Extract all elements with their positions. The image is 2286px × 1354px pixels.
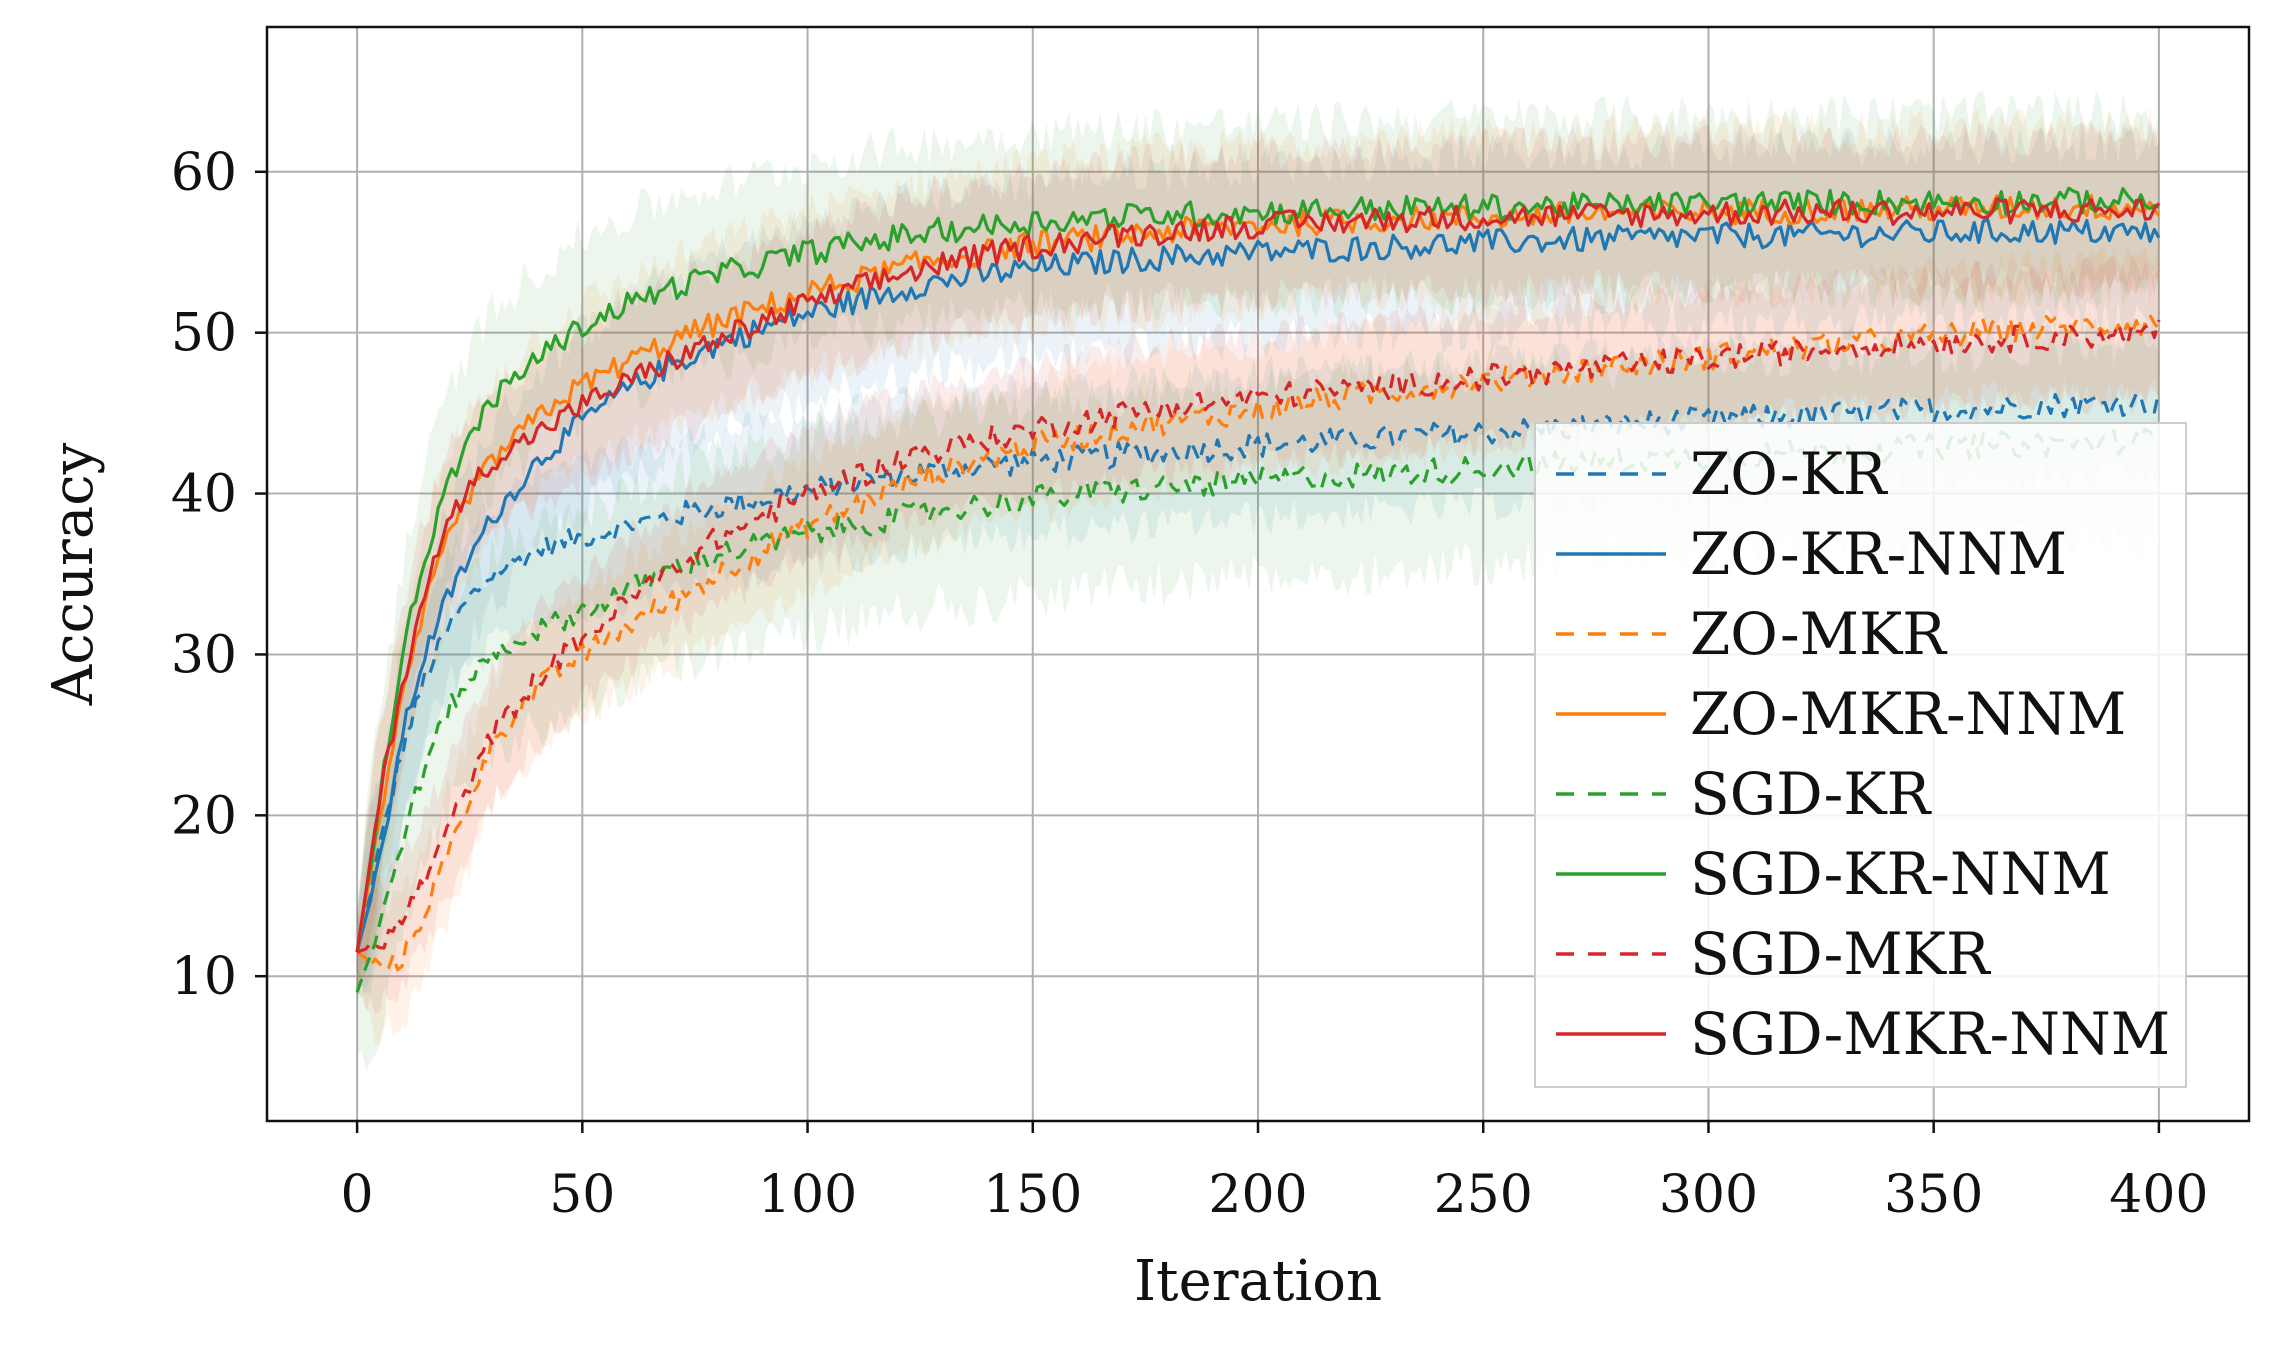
y-tick-label: 10 <box>171 947 237 1007</box>
legend-label-zo-kr-nnm: ZO-KR-NNM <box>1690 520 2067 588</box>
series-line-zo-kr-nnm <box>355 218 2161 953</box>
legend-label-sgd-mkr-nnm: SGD-MKR-NNM <box>1690 1000 2170 1068</box>
series-line-sgd-kr-nnm <box>355 186 2160 953</box>
x-tick-label: 350 <box>1884 1165 1983 1225</box>
y-axis-ticks: 10 20 30 40 50 60 <box>171 143 267 1007</box>
band-sgd-mkr <box>357 253 2159 1015</box>
x-tick-label: 400 <box>2109 1165 2208 1225</box>
x-axis-label: Iteration <box>1134 1249 1382 1314</box>
x-tick-label: 250 <box>1434 1165 1533 1225</box>
series-line-zo-kr <box>355 390 2161 953</box>
band-zo-mkr-nnm <box>357 108 2159 992</box>
x-axis-ticks: 0 50 100 150 200 250 300 350 400 <box>341 1121 2209 1225</box>
band-sgd-mkr-nnm <box>357 121 2159 993</box>
y-tick-label: 60 <box>171 143 237 203</box>
legend-label-zo-mkr-nnm: ZO-MKR-NNM <box>1690 680 2126 748</box>
legend-label-zo-kr: ZO-KR <box>1690 440 1889 508</box>
legend: ZO-KR ZO-KR-NNM ZO-MKR ZO-MKR-NNM SGD-KR SGD-… <box>1534 422 2187 1088</box>
legend-label-sgd-kr-nnm: SGD-KR-NNM <box>1690 840 2111 908</box>
x-tick-label: 100 <box>758 1165 857 1225</box>
series-line-sgd-mkr <box>356 319 2161 954</box>
y-tick-label: 50 <box>171 304 237 364</box>
x-tick-label: 200 <box>1208 1165 1307 1225</box>
x-tick-label: 150 <box>983 1165 1082 1225</box>
y-tick-label: 30 <box>171 625 237 685</box>
series-line-sgd-mkr-nnm <box>355 197 2161 953</box>
x-tick-label: 50 <box>549 1165 615 1225</box>
y-axis-label: Accuracy <box>41 442 106 706</box>
series-lines <box>355 186 2161 993</box>
x-tick-label: 300 <box>1659 1165 1758 1225</box>
x-tick-label: 0 <box>341 1165 374 1225</box>
legend-label-zo-mkr: ZO-MKR <box>1690 600 1948 668</box>
legend-label-sgd-mkr: SGD-MKR <box>1690 920 1992 988</box>
band-sgd-kr-nnm <box>357 91 2159 1007</box>
legend-label-sgd-kr: SGD-KR <box>1690 760 1933 828</box>
band-zo-kr-nnm <box>357 122 2159 998</box>
y-tick-label: 40 <box>171 465 237 525</box>
series-line-zo-mkr <box>356 313 2161 972</box>
y-tick-label: 20 <box>171 786 237 846</box>
legend-box <box>1534 422 2187 1088</box>
